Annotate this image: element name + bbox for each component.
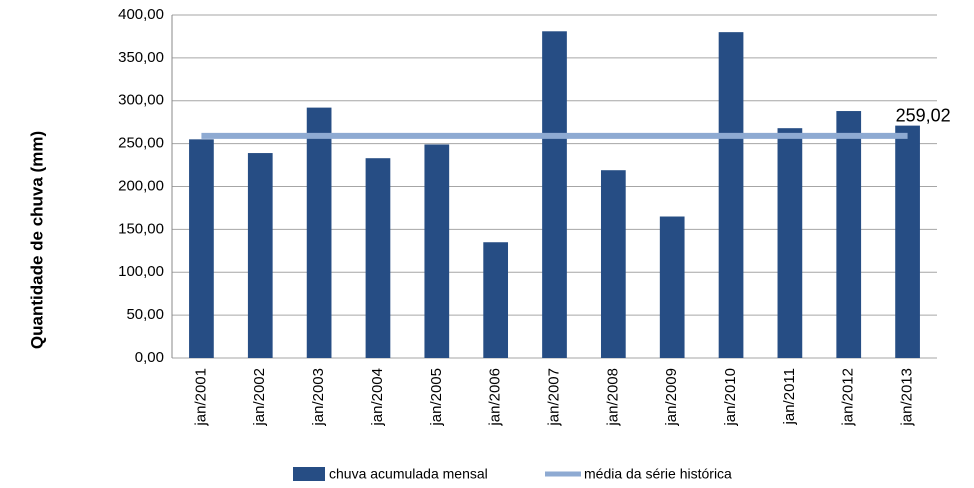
legend-label: chuva acumulada mensal xyxy=(329,466,488,482)
y-tick-label: 250,00 xyxy=(118,135,164,152)
data-label: 259,02 xyxy=(896,106,951,126)
x-tick-label: jan/2001 xyxy=(192,368,209,427)
y-tick-label: 50,00 xyxy=(126,306,164,323)
bar xyxy=(659,216,685,358)
legend-label: média da série histórica xyxy=(584,466,732,482)
bar xyxy=(483,242,509,358)
y-axis-title: Quantidade de chuva (mm) xyxy=(27,131,46,349)
y-tick-label: 350,00 xyxy=(118,49,164,66)
x-tick-label: jan/2011 xyxy=(781,368,798,425)
y-tick-label: 100,00 xyxy=(118,263,164,280)
bar xyxy=(189,139,214,358)
bar xyxy=(600,170,626,358)
x-tick-label: jan/2008 xyxy=(604,368,621,427)
bar xyxy=(718,32,744,359)
bar xyxy=(424,144,450,358)
bar xyxy=(895,125,920,359)
y-tick-label: 200,00 xyxy=(118,177,164,194)
bar xyxy=(306,107,332,358)
y-tick-label: 400,00 xyxy=(118,6,164,23)
bar xyxy=(365,158,391,358)
bar xyxy=(836,111,862,358)
x-tick-label: jan/2002 xyxy=(251,368,268,427)
x-tick-label: jan/2012 xyxy=(840,368,857,427)
x-tick-label: jan/2004 xyxy=(369,368,386,427)
x-tick-label: jan/2007 xyxy=(545,368,562,427)
y-tick-label: 300,00 xyxy=(118,92,164,109)
x-tick-label: jan/2003 xyxy=(310,368,327,427)
bar xyxy=(777,128,803,358)
bar xyxy=(542,31,567,358)
x-tick-label: jan/2009 xyxy=(663,368,680,427)
y-tick-label: 150,00 xyxy=(118,220,164,237)
bar xyxy=(247,153,273,358)
x-tick-label: jan/2005 xyxy=(428,368,445,427)
x-tick-label: jan/2010 xyxy=(722,368,739,427)
y-tick-label: 0,00 xyxy=(135,349,164,366)
x-tick-label: jan/2013 xyxy=(899,368,916,427)
x-tick-label: jan/2006 xyxy=(487,368,504,427)
legend-swatch xyxy=(293,467,325,481)
